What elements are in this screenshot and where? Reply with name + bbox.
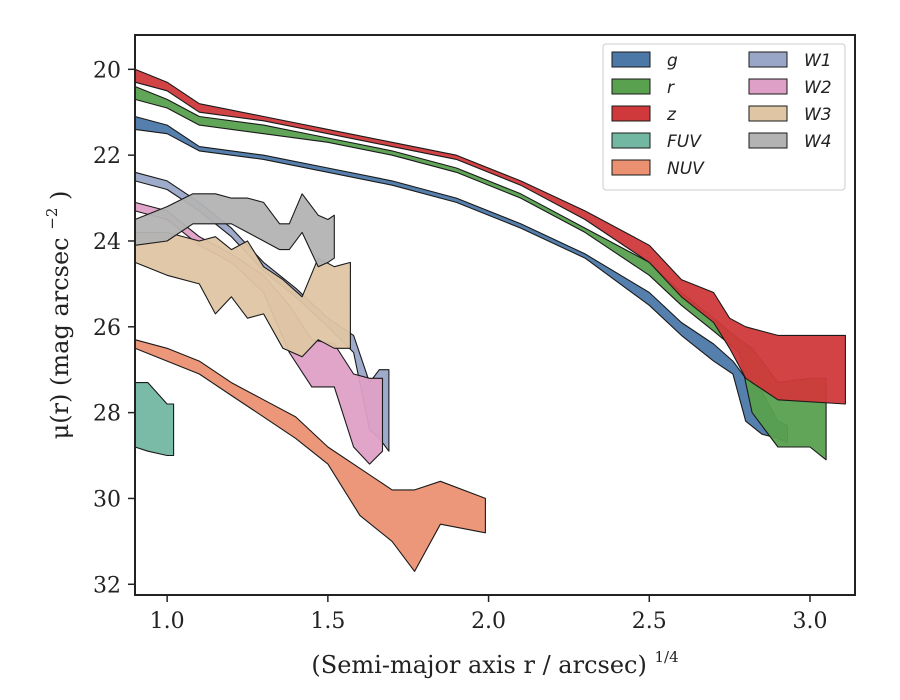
y-tick-label: 24 — [93, 230, 121, 255]
series-area-fuv — [134, 382, 175, 457]
legend-label-w3: W3 — [804, 105, 832, 125]
series-area-z — [134, 68, 846, 405]
legend-label-nuv: NUV — [667, 159, 705, 179]
legend-swatch-r — [611, 78, 651, 95]
x-tick-label: 2.5 — [632, 609, 667, 634]
legend-swatch-w2 — [748, 78, 788, 95]
legend-label-w2: W2 — [804, 78, 832, 98]
legend-swatch-w4 — [748, 132, 788, 149]
legend-swatch-nuv — [611, 159, 651, 176]
x-axis-ticks: 1.0 1.5 2.0 2.5 3.0 — [150, 595, 828, 634]
legend-label-g: g — [667, 51, 678, 71]
legend-swatch-z — [611, 105, 651, 122]
legend: grz FUV NUV W1 W2 W3 W4 — [602, 43, 846, 191]
y-tick-label: 28 — [93, 402, 121, 427]
legend-swatch-fuv — [611, 132, 651, 149]
y-tick-label: 26 — [93, 316, 121, 341]
legend-swatch-w3 — [748, 105, 788, 122]
legend-swatch-w1 — [748, 51, 788, 68]
x-tick-label: 1.5 — [310, 609, 345, 634]
legend-label-r: r — [667, 78, 675, 98]
plot-frame — [134, 34, 856, 596]
y-tick-label: 22 — [93, 144, 121, 169]
y-tick-label: 20 — [93, 58, 121, 83]
x-axis-label-open: (Semi-major axis r / arcsec) — [311, 651, 646, 679]
series-areas — [134, 68, 846, 572]
y-axis-label-exponent: −2 — [43, 208, 61, 230]
y-axis-ticks: 20 22 24 26 28 30 32 — [93, 58, 135, 598]
series-area-nuv — [134, 339, 486, 572]
series-area-w4 — [134, 193, 335, 268]
x-axis-label-exponent: 1/4 — [654, 648, 678, 666]
legend-label-w4: W4 — [804, 132, 832, 152]
x-tick-label: 1.0 — [150, 609, 185, 634]
y-tick-label: 30 — [93, 487, 121, 512]
y-axis-label: μ(r) (mag arcsec −2 ) — [35, 191, 74, 440]
x-axis-label: (Semi-major axis r / arcsec) 1/4 — [311, 648, 678, 679]
legend-label-w1: W1 — [804, 51, 832, 71]
legend-label-fuv: FUV — [667, 132, 702, 152]
y-axis-label-main: μ(r) (mag arcsec — [46, 237, 74, 439]
legend-swatch-g — [611, 51, 651, 68]
series-area-r — [134, 85, 827, 461]
x-tick-label: 3.0 — [793, 609, 828, 634]
legend-label-z: z — [666, 105, 677, 125]
y-axis-label-close: ) — [46, 191, 74, 200]
series-area-w3 — [134, 231, 351, 358]
x-tick-label: 2.0 — [471, 609, 506, 634]
y-tick-label: 32 — [93, 573, 121, 598]
